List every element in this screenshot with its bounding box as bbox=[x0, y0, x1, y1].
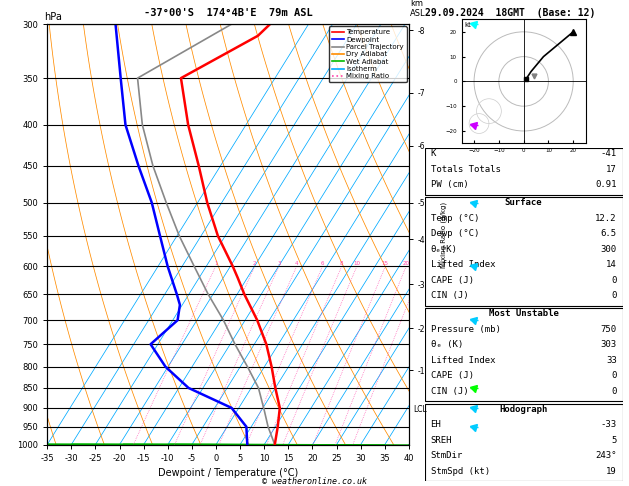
Text: 0: 0 bbox=[611, 371, 617, 380]
Text: kt: kt bbox=[464, 22, 471, 28]
Text: K: K bbox=[430, 149, 436, 158]
Text: 33: 33 bbox=[606, 356, 617, 364]
Text: CIN (J): CIN (J) bbox=[430, 387, 468, 396]
Text: 0: 0 bbox=[611, 276, 617, 285]
Text: 20: 20 bbox=[403, 261, 409, 266]
Text: Hodograph: Hodograph bbox=[499, 405, 548, 414]
Text: CIN (J): CIN (J) bbox=[430, 291, 468, 300]
Bar bbox=[425, 404, 623, 481]
Bar bbox=[425, 148, 623, 195]
Text: 303: 303 bbox=[601, 340, 617, 349]
Text: -37°00'S  174°4B'E  79m ASL: -37°00'S 174°4B'E 79m ASL bbox=[143, 8, 313, 18]
Text: 19: 19 bbox=[606, 467, 617, 476]
Bar bbox=[425, 308, 623, 401]
Text: 3: 3 bbox=[277, 261, 281, 266]
Text: Mixing Ratio (g/kg): Mixing Ratio (g/kg) bbox=[440, 201, 447, 268]
Text: 2: 2 bbox=[253, 261, 257, 266]
Text: LCL: LCL bbox=[413, 405, 426, 415]
Text: 8: 8 bbox=[340, 261, 343, 266]
Legend: Temperature, Dewpoint, Parcel Trajectory, Dry Adiabat, Wet Adiabat, Isotherm, Mi: Temperature, Dewpoint, Parcel Trajectory… bbox=[329, 26, 407, 82]
Text: 5: 5 bbox=[611, 436, 617, 445]
Text: km
ASL: km ASL bbox=[410, 0, 426, 18]
Text: 750: 750 bbox=[601, 325, 617, 334]
X-axis label: Dewpoint / Temperature (°C): Dewpoint / Temperature (°C) bbox=[158, 469, 298, 478]
Text: Dewp (°C): Dewp (°C) bbox=[430, 229, 479, 238]
Text: 12.2: 12.2 bbox=[595, 214, 617, 223]
Text: θₑ (K): θₑ (K) bbox=[430, 340, 463, 349]
Text: 29.09.2024  18GMT  (Base: 12): 29.09.2024 18GMT (Base: 12) bbox=[425, 8, 595, 18]
Text: Surface: Surface bbox=[505, 198, 542, 208]
Text: 1: 1 bbox=[214, 261, 218, 266]
Text: Lifted Index: Lifted Index bbox=[430, 356, 495, 364]
Text: 10: 10 bbox=[353, 261, 360, 266]
Text: 17: 17 bbox=[606, 165, 617, 174]
Text: © weatheronline.co.uk: © weatheronline.co.uk bbox=[262, 476, 367, 486]
Text: -41: -41 bbox=[601, 149, 617, 158]
Text: 243°: 243° bbox=[595, 451, 617, 460]
Text: CAPE (J): CAPE (J) bbox=[430, 276, 474, 285]
Text: Most Unstable: Most Unstable bbox=[489, 309, 559, 318]
Bar bbox=[425, 197, 623, 306]
Text: hPa: hPa bbox=[44, 12, 62, 22]
Text: EH: EH bbox=[430, 420, 442, 429]
Text: StmSpd (kt): StmSpd (kt) bbox=[430, 467, 489, 476]
Text: 300: 300 bbox=[601, 245, 617, 254]
Text: 0.91: 0.91 bbox=[595, 180, 617, 189]
Text: StmDir: StmDir bbox=[430, 451, 463, 460]
Text: 4: 4 bbox=[295, 261, 298, 266]
Text: 6.5: 6.5 bbox=[601, 229, 617, 238]
Text: PW (cm): PW (cm) bbox=[430, 180, 468, 189]
Text: θₑ(K): θₑ(K) bbox=[430, 245, 457, 254]
Text: CAPE (J): CAPE (J) bbox=[430, 371, 474, 380]
Text: Totals Totals: Totals Totals bbox=[430, 165, 501, 174]
Text: 15: 15 bbox=[382, 261, 389, 266]
Text: Pressure (mb): Pressure (mb) bbox=[430, 325, 501, 334]
Text: 0: 0 bbox=[611, 291, 617, 300]
Text: 14: 14 bbox=[606, 260, 617, 269]
Text: -33: -33 bbox=[601, 420, 617, 429]
Text: SREH: SREH bbox=[430, 436, 452, 445]
Text: 0: 0 bbox=[611, 387, 617, 396]
Text: Lifted Index: Lifted Index bbox=[430, 260, 495, 269]
Text: 6: 6 bbox=[321, 261, 325, 266]
Text: Temp (°C): Temp (°C) bbox=[430, 214, 479, 223]
